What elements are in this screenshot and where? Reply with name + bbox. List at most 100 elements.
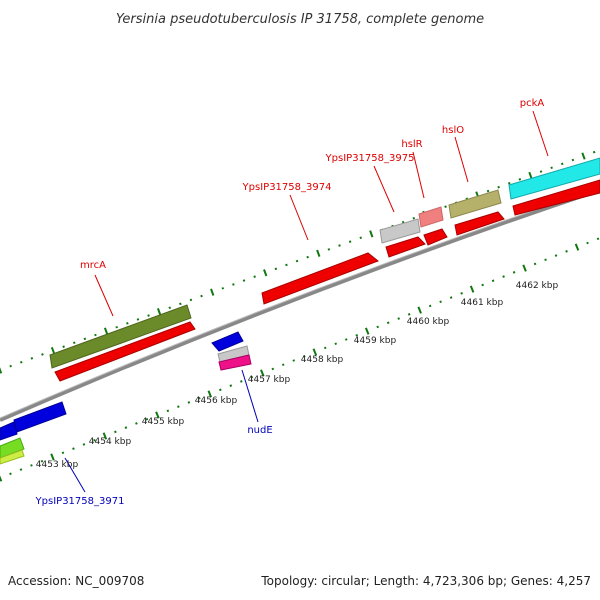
leader-mrcA: [94, 274, 114, 317]
gene-YpsIP31758_3971-b[interactable]: [0, 449, 25, 465]
scale-tick: [518, 178, 522, 181]
genome-backbone: [0, 188, 600, 422]
reverse-feature-row: [0, 331, 252, 465]
scale-tick: [274, 267, 278, 271]
scale-tick: [263, 269, 268, 277]
scale-tick: [412, 216, 416, 220]
scale-tick: [439, 300, 442, 304]
scale-tick: [155, 411, 160, 419]
scale-tick: [497, 185, 500, 189]
scale-tick: [355, 333, 359, 337]
scale-tick: [93, 438, 96, 442]
map-title: Yersinia pseudotuberculosis IP 31758, co…: [116, 12, 484, 27]
scale-tick: [135, 422, 138, 425]
cds-YpsIP31758_3975[interactable]: [385, 236, 426, 258]
scale-tick: [407, 313, 411, 316]
scale-label: 4458 kbp: [301, 355, 344, 365]
gene-label-hslO[interactable]: hslO: [442, 125, 464, 136]
gene-YpsIP31758_3975[interactable]: [379, 218, 421, 244]
scale-tick: [210, 288, 215, 296]
gene-label-nudE[interactable]: nudE: [247, 425, 272, 436]
scale-tick: [30, 357, 34, 360]
gene-hslR[interactable]: [418, 206, 444, 228]
leader-hslO: [454, 136, 469, 183]
scale-tick: [94, 333, 97, 337]
cds-pckA[interactable]: [512, 179, 600, 216]
gene-label-hslR[interactable]: hslR: [401, 139, 422, 150]
scale-tick: [41, 353, 44, 356]
scale-tick: [200, 294, 203, 298]
outer-tick-row: [0, 150, 596, 374]
scale-tick: [285, 263, 288, 267]
gene-label-mrcA[interactable]: mrcA: [80, 260, 106, 271]
gene-label-YpsIP31758_3975[interactable]: YpsIP31758_3975: [325, 153, 415, 164]
scale-tick: [460, 292, 463, 295]
scale-tick: [574, 243, 580, 251]
scale-tick: [72, 341, 76, 345]
gene-label-group: mrcA YpsIP31758_3974 YpsIP31758_3975 hsl…: [35, 98, 545, 507]
scale-tick: [115, 325, 118, 329]
scale-tick: [40, 459, 44, 463]
scale-tick: [126, 322, 129, 325]
scale-tick: [550, 166, 553, 170]
scale-tick: [189, 298, 193, 302]
gene-pckA[interactable]: [508, 157, 600, 200]
gene-nudE-cds[interactable]: [211, 331, 244, 352]
scale-tick: [103, 327, 109, 335]
scale-tick: [581, 152, 586, 160]
leader-YpsIP31758_3974: [289, 194, 309, 241]
scale-tick: [359, 236, 363, 240]
gene-mrcA[interactable]: [49, 304, 192, 369]
scale-tick: [417, 306, 422, 314]
scale-tick: [295, 259, 299, 263]
scale-tick: [147, 314, 150, 317]
scale-tick: [469, 285, 475, 293]
scale-tick: [260, 369, 265, 377]
leader-pckA: [532, 110, 549, 157]
scale-tick: [281, 363, 285, 366]
scale-tick: [502, 275, 505, 278]
scale-tick: [507, 181, 511, 185]
gene-label-YpsIP31758_3971[interactable]: YpsIP31758_3971: [35, 496, 125, 507]
scale-tick: [221, 287, 225, 290]
scale-tick: [369, 230, 374, 238]
inner-tick-row: [0, 237, 600, 482]
gene-hslO[interactable]: [448, 189, 502, 219]
scale-tick: [302, 355, 306, 358]
cds-YpsIP31758_3974[interactable]: [261, 252, 379, 305]
genome-backbone-highlight: [0, 187, 600, 419]
scale-tick: [50, 453, 55, 461]
gene-YpsIP31758_3971[interactable]: [0, 437, 25, 459]
scale-tick: [124, 426, 128, 429]
scale-tick: [533, 262, 537, 266]
gene-label-YpsIP31758_3974[interactable]: YpsIP31758_3974: [242, 182, 332, 193]
gene-nudE-misc[interactable]: [218, 354, 252, 371]
cds-hslR[interactable]: [423, 228, 448, 246]
scale-tick: [596, 237, 600, 241]
cds-mrcA[interactable]: [54, 321, 196, 382]
scale-tick: [306, 255, 309, 259]
scale-label: 4454 kbp: [89, 437, 132, 447]
scale-tick: [560, 162, 564, 166]
genome-summary-text: Topology: circular; Length: 4,723,306 bp…: [260, 574, 591, 588]
forward-gene-row: [49, 157, 600, 369]
scale-tick: [239, 380, 243, 383]
scale-label: 4461 kbp: [461, 298, 504, 308]
scale-tick: [179, 302, 182, 306]
scale-tick: [177, 405, 180, 408]
scale-tick: [512, 271, 516, 274]
scale-tick: [187, 401, 191, 404]
scale-label: 4457 kbp: [248, 375, 291, 385]
scale-tick: [312, 348, 318, 356]
scale-tick: [397, 317, 401, 320]
scale-tick: [338, 244, 341, 247]
gene-YpsIP31758_3972[interactable]: [13, 401, 67, 433]
gene-label-pckA[interactable]: pckA: [520, 98, 545, 109]
leader-YpsIP31758_3971: [64, 457, 86, 493]
scale-label: 4456 kbp: [195, 396, 238, 406]
gene-YpsIP31758_3971-cds[interactable]: [0, 421, 18, 441]
leader-YpsIP31758_3975: [373, 165, 395, 213]
cds-hslO[interactable]: [454, 211, 505, 236]
scale-tick: [9, 364, 12, 368]
